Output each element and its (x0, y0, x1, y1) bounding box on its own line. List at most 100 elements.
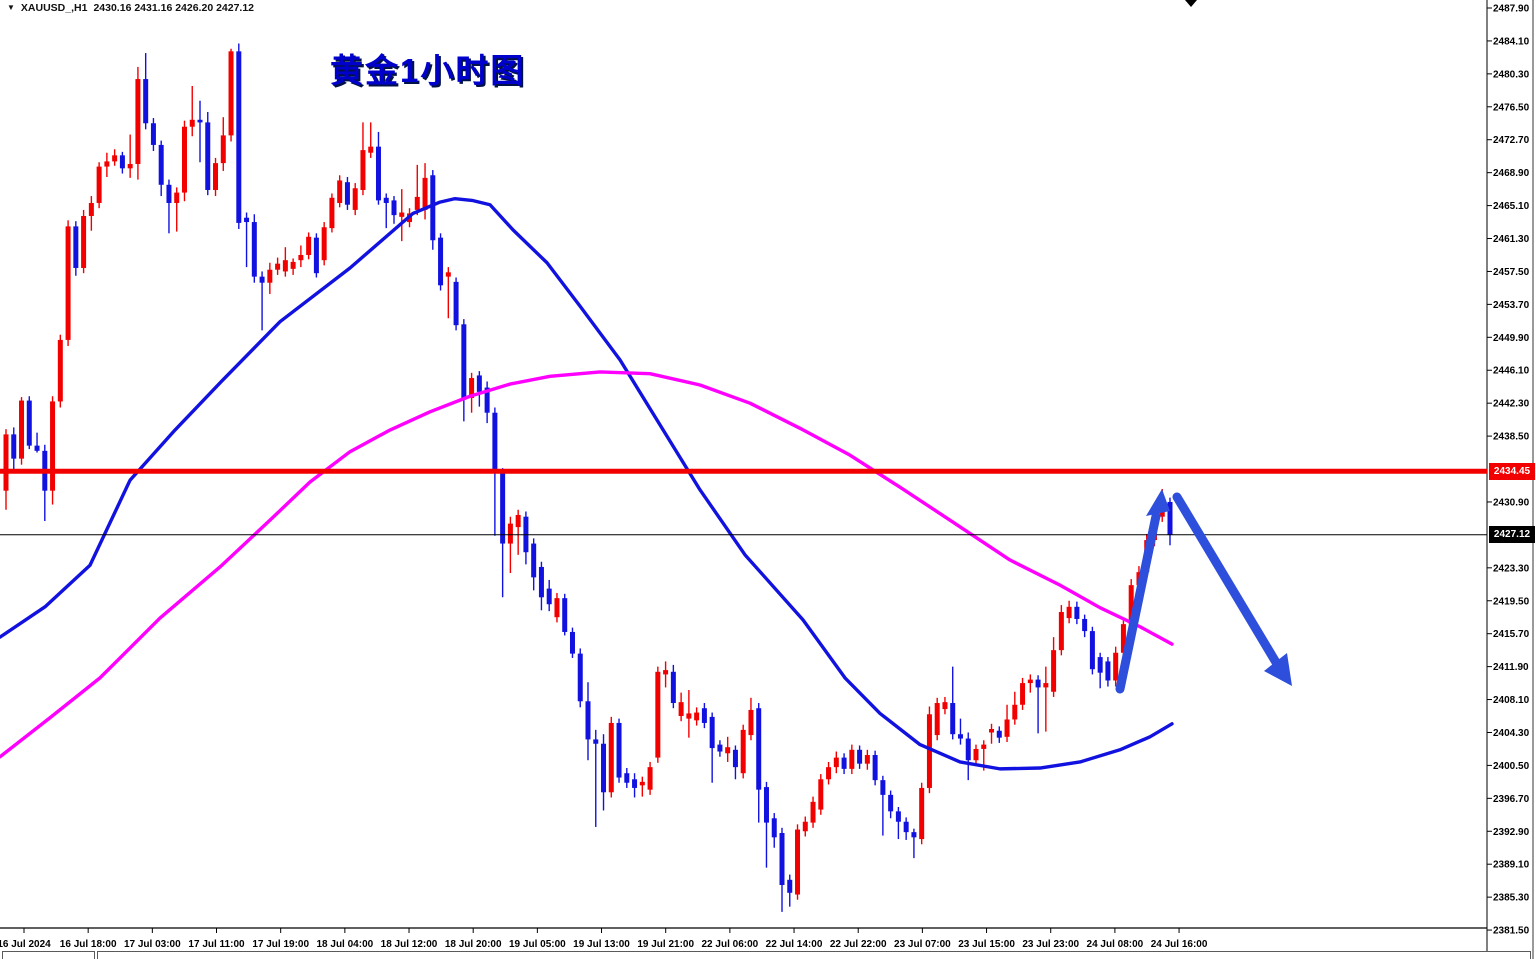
price-tick-label[interactable]: 2476.50 (1493, 102, 1530, 113)
candle-body (220, 135, 226, 164)
price-tick-label[interactable]: 2480.30 (1493, 69, 1530, 80)
candle-body (259, 276, 265, 283)
candle-body (709, 716, 715, 749)
candle-body (375, 146, 381, 201)
price-tick-label[interactable]: 2438.50 (1493, 432, 1530, 443)
price-tick-label[interactable]: 2385.30 (1493, 893, 1530, 904)
time-tick-label[interactable]: 18 Jul 12:00 (381, 939, 438, 950)
candle-body (670, 671, 676, 704)
price-tick-label[interactable]: 2423.30 (1493, 563, 1530, 574)
ticker: ▼ XAUUSD_,H1 2430.16 2431.16 2426.20 242… (7, 2, 254, 14)
candle-body (73, 226, 79, 268)
price-tick-label[interactable]: 2472.70 (1493, 135, 1530, 146)
price-tick-label[interactable]: 2461.30 (1493, 234, 1530, 245)
time-tick-label[interactable]: 23 Jul 07:00 (894, 939, 951, 950)
candle-body (779, 833, 785, 885)
price-tick-label[interactable]: 2389.10 (1493, 860, 1530, 871)
price-tick-label[interactable]: 2442.30 (1493, 399, 1530, 410)
candle-body (174, 192, 180, 203)
candle-body (1167, 501, 1173, 535)
price-tick-label[interactable]: 2453.70 (1493, 300, 1530, 311)
candle-body (996, 730, 1002, 738)
time-tick-label[interactable]: 17 Jul 11:00 (188, 939, 245, 950)
price-tick-label[interactable]: 2465.10 (1493, 201, 1530, 212)
candle-body (616, 722, 622, 778)
candle-body (11, 434, 17, 459)
current-price-label: 2427.12 (1489, 526, 1535, 544)
time-tick-label[interactable]: 19 Jul 05:00 (509, 939, 566, 950)
candle-body (919, 787, 925, 840)
chevron-down-icon[interactable]: ▼ (7, 2, 15, 12)
candle-body (438, 237, 444, 286)
candle-body (569, 631, 575, 654)
price-tick-label[interactable]: 2487.90 (1493, 4, 1530, 15)
price-tick-label[interactable]: 2411.90 (1493, 662, 1529, 673)
time-tick-label[interactable]: 16 Jul 2024 (0, 939, 51, 950)
chart-tab-bar[interactable] (97, 951, 1531, 959)
price-tick-label[interactable]: 2381.50 (1493, 926, 1530, 937)
candle-body (694, 712, 700, 721)
price-tick-label[interactable]: 2392.90 (1493, 827, 1530, 838)
candle-body (810, 801, 816, 823)
price-tick-label[interactable]: 2457.50 (1493, 267, 1530, 278)
candle-body (461, 324, 467, 400)
chart-shift-marker-icon[interactable] (1185, 0, 1197, 7)
trend-arrow-up[interactable] (1115, 511, 1161, 694)
price-tick-label[interactable]: 2430.90 (1493, 497, 1530, 508)
candle-body (538, 566, 544, 598)
candle-body (81, 215, 87, 268)
candle-body (290, 261, 296, 269)
candle-body (857, 749, 863, 764)
candle-body (802, 821, 808, 832)
price-tick-label[interactable]: 2419.50 (1493, 596, 1530, 607)
candle-body (1012, 704, 1018, 720)
price-tick-label[interactable]: 2468.90 (1493, 168, 1530, 179)
price-tick-label[interactable]: 2400.50 (1493, 761, 1530, 772)
price-tick-label[interactable]: 2415.70 (1493, 629, 1530, 640)
time-tick-label[interactable]: 18 Jul 20:00 (445, 939, 502, 950)
candle-body (1082, 618, 1088, 632)
candle-body (88, 202, 94, 216)
candle-body (593, 739, 599, 744)
candle-body (647, 767, 653, 790)
candle-body (34, 445, 40, 451)
candle-body (26, 400, 32, 446)
time-tick-label[interactable]: 19 Jul 13:00 (573, 939, 630, 950)
candle-body (717, 744, 723, 752)
time-tick-label[interactable]: 24 Jul 08:00 (1087, 939, 1144, 950)
trend-arrow-down[interactable] (1172, 492, 1282, 669)
trend-arrow-down-head (1264, 653, 1292, 686)
price-tick-label[interactable]: 2484.10 (1493, 36, 1530, 47)
time-tick-label[interactable]: 23 Jul 23:00 (1022, 939, 1079, 950)
ma-line-magenta (0, 370, 1174, 759)
time-tick-label[interactable]: 18 Jul 04:00 (316, 939, 373, 950)
candle-body (849, 749, 855, 769)
time-tick-label[interactable]: 17 Jul 19:00 (252, 939, 309, 950)
time-tick-label[interactable]: 22 Jul 06:00 (702, 939, 759, 950)
price-tick-label[interactable]: 2404.30 (1493, 728, 1530, 739)
time-tick-label[interactable]: 16 Jul 18:00 (60, 939, 117, 950)
candle-body (507, 523, 513, 544)
time-tick-label[interactable]: 24 Jul 16:00 (1151, 939, 1208, 950)
candle-body (903, 821, 909, 833)
time-tick-label[interactable]: 23 Jul 15:00 (958, 939, 1015, 950)
time-tick-label[interactable]: 22 Jul 14:00 (766, 939, 823, 950)
candle-body (476, 375, 482, 392)
candle-body (119, 155, 125, 169)
time-tick-label[interactable]: 19 Jul 21:00 (637, 939, 694, 950)
price-tick-label[interactable]: 2408.10 (1493, 695, 1530, 706)
candle-body (663, 670, 669, 675)
candle-body (360, 150, 366, 190)
candle-body (895, 811, 901, 822)
candle-body (577, 653, 583, 702)
price-tick-label[interactable]: 2396.70 (1493, 794, 1530, 805)
candle-body (65, 226, 71, 340)
chart-tab[interactable] (2, 951, 95, 959)
time-tick-label[interactable]: 22 Jul 22:00 (830, 939, 887, 950)
candle-body (1035, 679, 1041, 688)
time-tick-label[interactable]: 17 Jul 03:00 (124, 939, 181, 950)
candle-body (104, 161, 110, 167)
price-tick-label[interactable]: 2446.10 (1493, 366, 1530, 377)
price-tick-label[interactable]: 2449.90 (1493, 333, 1530, 344)
